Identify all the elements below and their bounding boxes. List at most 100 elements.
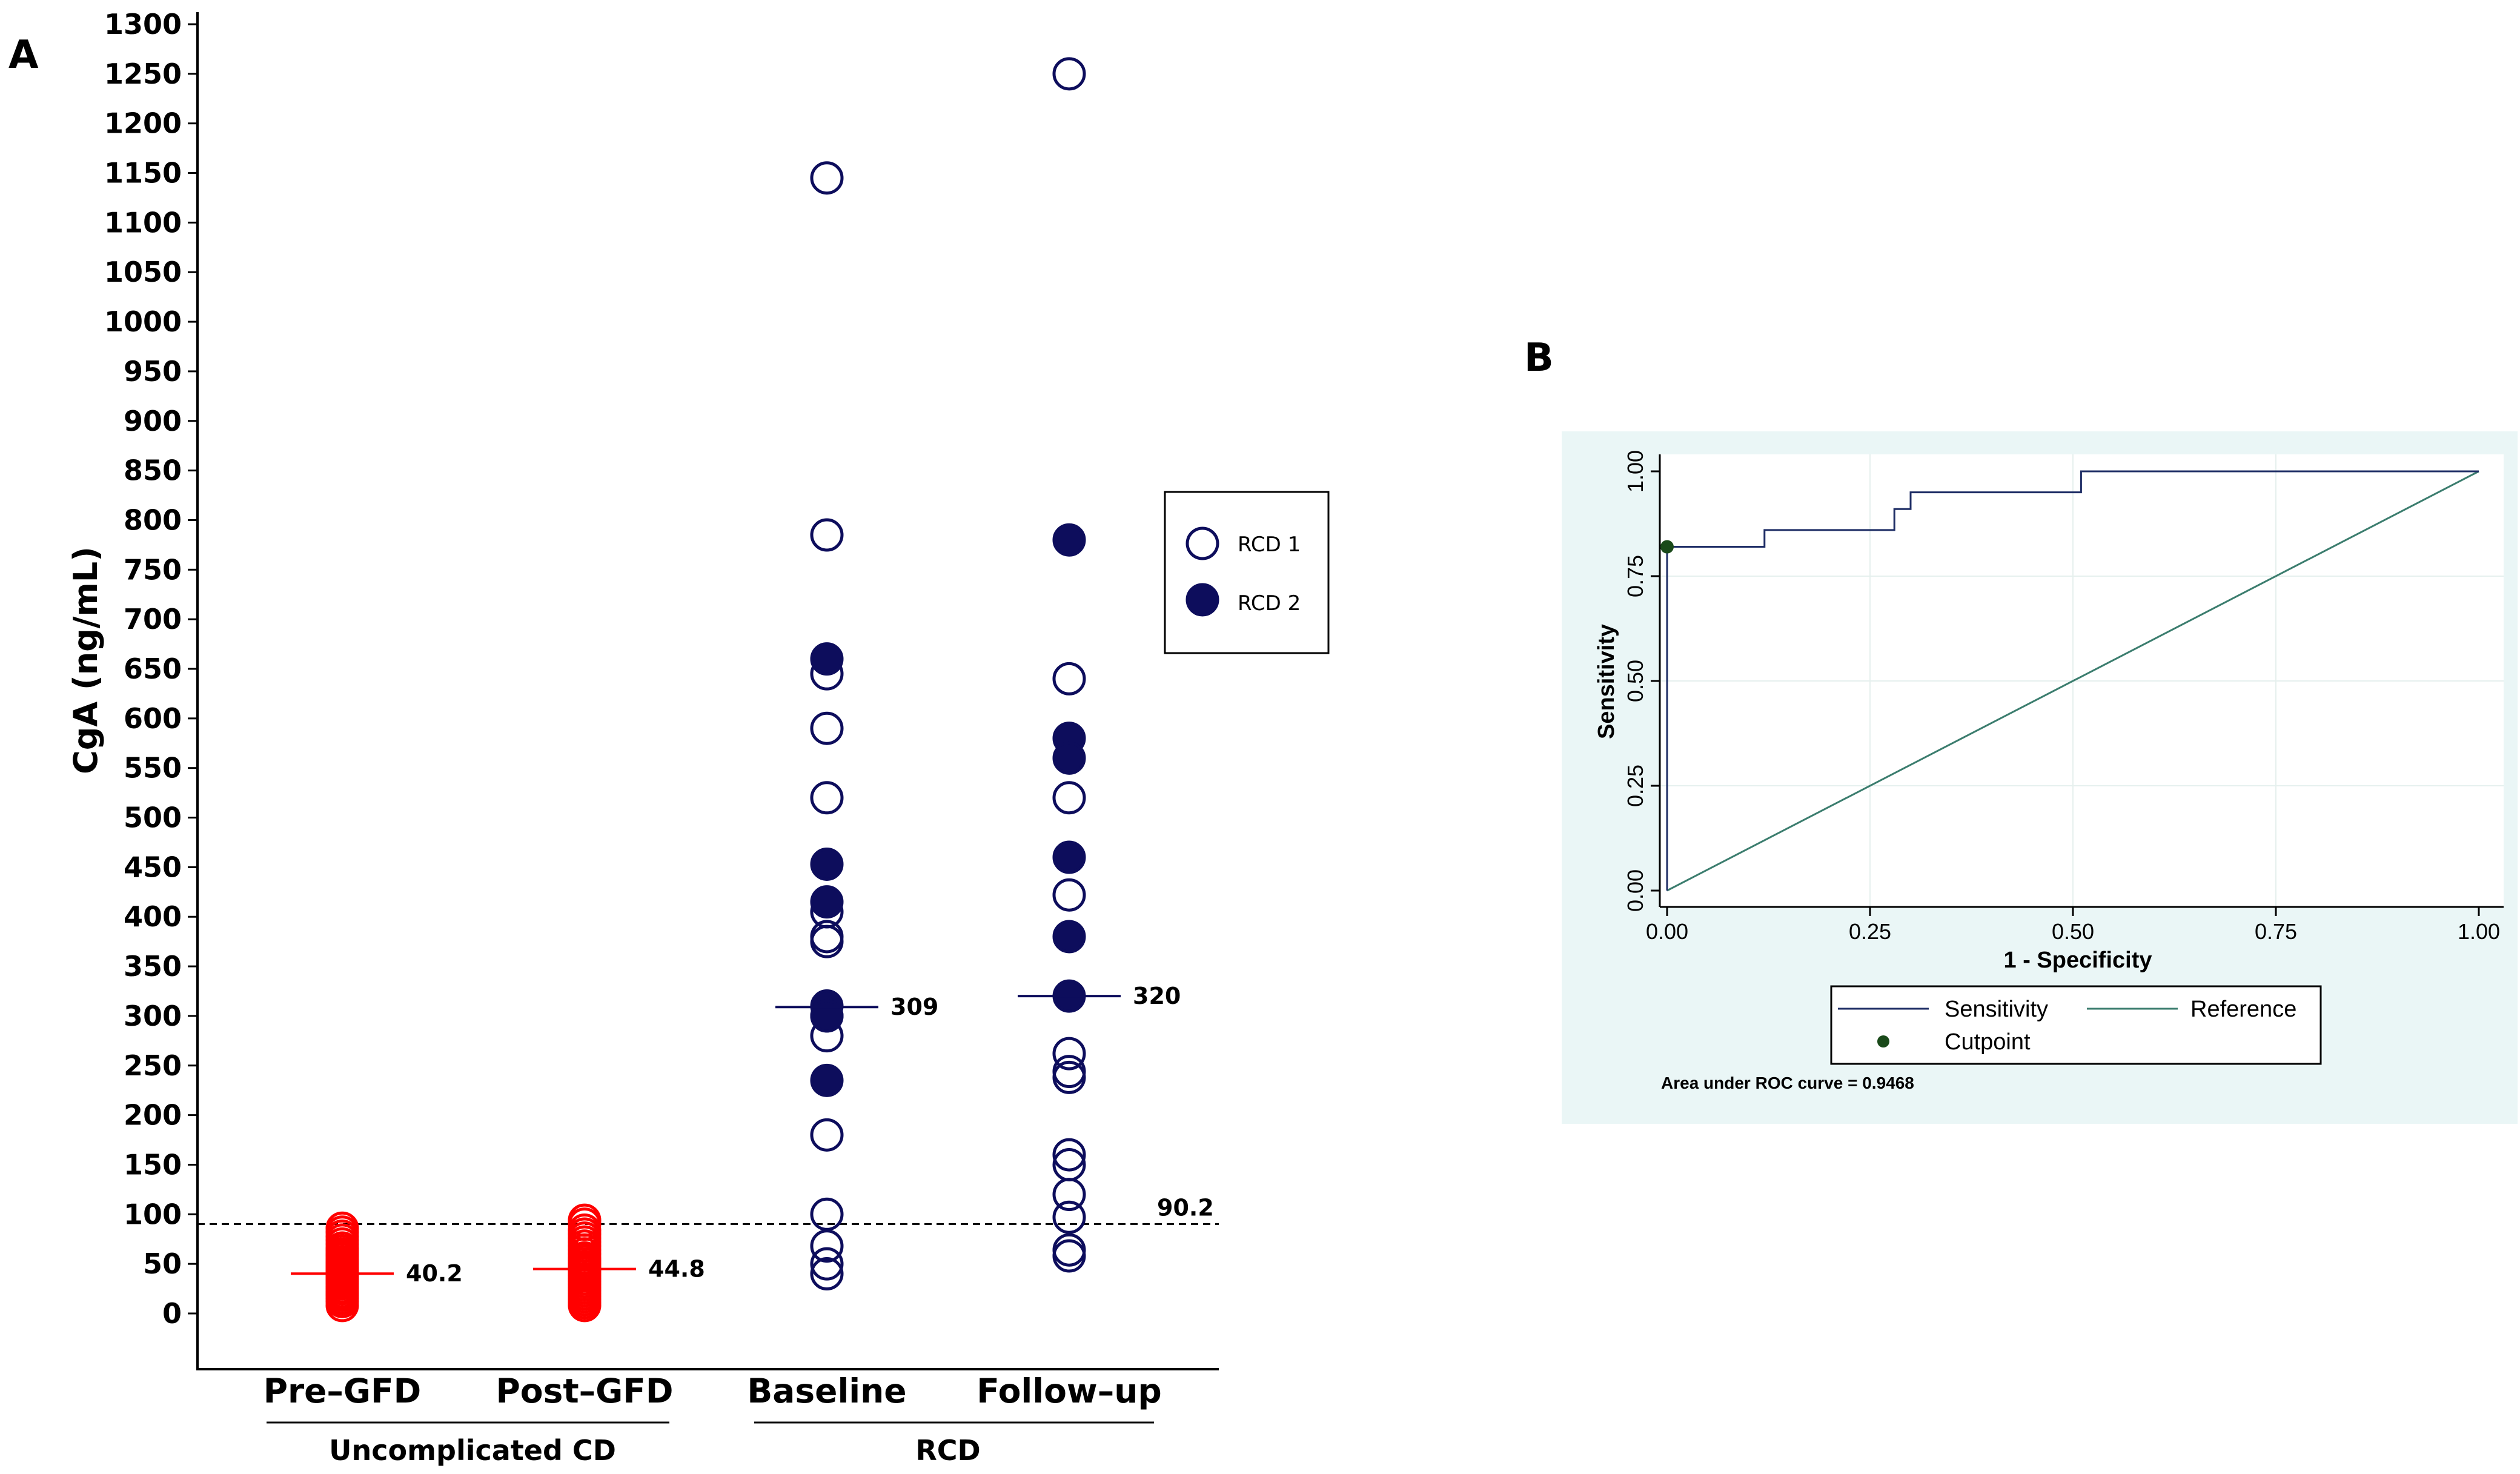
point-baseline-rcd-2-2 [810,885,844,919]
legend-rcd2-label: RCD 2 [1238,591,1301,616]
category-label-follow-up: Follow–up [976,1372,1161,1410]
point-baseline-rcd-1-14 [810,1257,844,1291]
y-tick-label-0: 0 [162,1297,182,1330]
roc-y-tick-label-0-25: 0.25 [1623,765,1648,807]
y-tick-label-900: 900 [124,405,182,437]
reference-line [1666,470,2479,892]
median-label-post-gfd: 44.8 [648,1256,705,1283]
roc-y-label: Sensitivity [1594,624,1619,739]
point-baseline-rcd-1-7 [810,925,844,958]
median-label-pre-gfd: 40.2 [406,1260,463,1287]
y-tick-label-600: 600 [124,702,182,735]
point-baseline-rcd-2-5 [810,1063,844,1097]
roc-x-tick-label-0-25: 0.25 [1849,919,1891,944]
roc-x-tick-label-1-00: 1.00 [2458,919,2500,944]
group-label-rcd: RCD [915,1434,980,1467]
point-baseline-rcd-2-1 [810,847,844,881]
y-tick-label-800: 800 [124,503,182,536]
legend-cutpoint-swatch [1877,1035,1889,1047]
point-baseline-rcd-1-3 [810,711,844,745]
y-tick-label-1150: 1150 [104,157,182,190]
y-tick-label-300: 300 [124,1000,182,1032]
point-follow-up-rcd-1-1 [1052,662,1086,696]
y-tick-label-550: 550 [124,752,182,785]
cutpoint-marker [1660,540,1674,554]
point-follow-up-rcd-1-4 [1052,1037,1086,1071]
point-follow-up-rcd-1-3 [1052,878,1086,912]
point-follow-up-rcd-1-9 [1052,1178,1086,1212]
roc-y-tick-label-0-75: 0.75 [1623,555,1648,597]
median-label-follow-up: 320 [1133,983,1181,1009]
point-follow-up-rcd-2-3 [1052,840,1086,874]
y-tick-label-1100: 1100 [104,206,182,239]
y-tick-label-1250: 1250 [104,58,182,90]
panel-a-label: A [8,33,39,78]
panel-b-label: B [1524,336,1554,380]
legend-rcd2-marker [1185,583,1219,617]
legend-sensitivity-label: Sensitivity [1945,997,2048,1022]
point-baseline-rcd-2-4 [810,999,844,1033]
point-post-gfd-uncomplicated-cd-26 [568,1203,602,1237]
legend-reference-label: Reference [2190,997,2296,1022]
legend-rcd1-label: RCD 1 [1238,533,1301,557]
y-tick-label-650: 650 [124,652,182,685]
y-tick-label-1000: 1000 [104,305,182,338]
y-tick-label-400: 400 [124,900,182,933]
y-tick-label-50: 50 [143,1247,182,1280]
data-points [325,57,1086,1323]
y-tick-label-250: 250 [124,1049,182,1082]
legend-a: RCD 1 RCD 2 [1164,491,1330,654]
roc-ticks: 0.00 0.25 0.50 0.75 1.00 0.00 0.25 0.50 0.75 1.00 [1623,450,2500,944]
legend-b: Sensitivity Reference Cutpoint [1830,985,2322,1065]
point-follow-up-rcd-1-0 [1052,57,1086,91]
y-tick-label-1050: 1050 [104,256,182,288]
point-follow-up-rcd-1-10 [1052,1200,1086,1234]
point-follow-up-rcd-1-12 [1052,1239,1086,1273]
roc-x-tick-label-0-50: 0.50 [2052,919,2094,944]
y-tick-label-950: 950 [124,355,182,388]
auc-note: Area under ROC curve = 0.9468 [1661,1074,1914,1092]
category-label-post-gfd: Post–GFD [496,1372,674,1410]
point-follow-up-rcd-1-6 [1052,1060,1086,1094]
y-axis-title: CgA (ng/mL) [67,546,105,774]
group-label-uncomplicated-cd: Uncomplicated CD [329,1434,616,1467]
point-baseline-rcd-1-1 [810,518,844,552]
point-baseline-rcd-1-4 [810,781,844,815]
point-baseline-rcd-1-13 [810,1247,844,1281]
roc-y-tick-label-0-50: 0.50 [1623,660,1648,702]
y-tick-label-450: 450 [124,851,182,883]
point-follow-up-rcd-2-4 [1052,920,1086,954]
y-tick-label-850: 850 [124,454,182,487]
y-ticks: 0 50 100 150 200 250 300 350 400 450 500 550 600 650 7… [104,8,197,1330]
y-tick-label-500: 500 [124,802,182,834]
point-baseline-rcd-1-0 [810,161,844,195]
panel-a: A CgA (ng/mL) 0 50 100 150 200 250 300 350 400 45… [8,8,1330,1467]
y-tick-label-750: 750 [124,553,182,586]
legend-rcd1-marker [1185,526,1219,560]
legend-cutpoint-label: Cutpoint [1945,1029,2031,1055]
panel-b: B 0.00 0.25 0.50 0.75 1.00 0.00 0.25 0.50 0.75 1.… [1524,336,2518,1124]
y-tick-label-1300: 1300 [104,8,182,41]
roc-curve [1666,470,2479,891]
point-baseline-rcd-1-11 [810,1197,844,1231]
y-tick-label-700: 700 [124,603,182,636]
y-tick-label-350: 350 [124,950,182,983]
point-follow-up-rcd-2-2 [1052,741,1086,775]
median-lines [291,995,1121,1275]
point-baseline-rcd-1-10 [810,1118,844,1152]
legend-b-frame [1830,985,2322,1065]
median-label-baseline: 309 [890,994,938,1020]
legend-a-frame [1164,491,1330,654]
roc-y-tick-label-1-00: 1.00 [1623,450,1648,493]
roc-x-label: 1 - Specificity [2004,948,2152,973]
point-follow-up-rcd-2-0 [1052,523,1086,557]
y-tick-label-200: 200 [124,1099,182,1132]
roc-x-tick-label-0-00: 0.00 [1646,919,1688,944]
y-tick-label-100: 100 [124,1198,182,1230]
category-label-baseline: Baseline [747,1372,906,1410]
point-follow-up-rcd-1-7 [1052,1138,1086,1172]
roc-x-tick-label-0-75: 0.75 [2255,919,2297,944]
y-tick-label-1200: 1200 [104,107,182,140]
roc-gridlines [1660,454,2504,907]
